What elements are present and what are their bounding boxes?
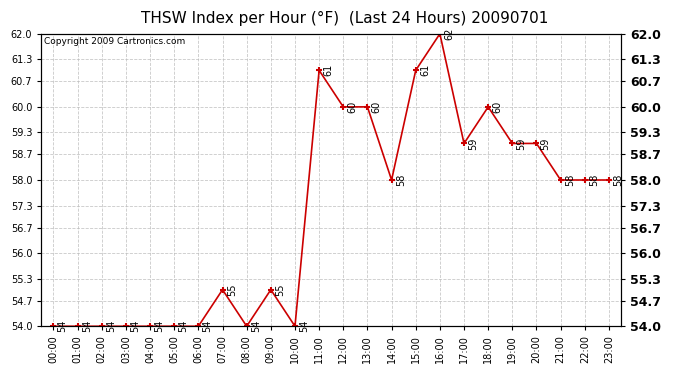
Text: 54: 54 [299,320,309,333]
Text: 61: 61 [420,64,430,76]
Text: 54: 54 [155,320,164,333]
Text: 54: 54 [58,320,68,333]
Text: 54: 54 [130,320,140,333]
Text: 55: 55 [227,284,237,296]
Text: 61: 61 [324,64,333,76]
Text: 54: 54 [251,320,261,333]
Text: 58: 58 [613,174,623,186]
Text: 54: 54 [106,320,116,333]
Text: THSW Index per Hour (°F)  (Last 24 Hours) 20090701: THSW Index per Hour (°F) (Last 24 Hours)… [141,11,549,26]
Text: 59: 59 [517,137,526,150]
Text: 59: 59 [469,137,478,150]
Text: 60: 60 [372,101,382,113]
Text: 58: 58 [396,174,406,186]
Text: 62: 62 [444,28,454,40]
Text: 59: 59 [541,137,551,150]
Text: 60: 60 [493,101,502,113]
Text: 58: 58 [565,174,575,186]
Text: 55: 55 [275,284,285,296]
Text: Copyright 2009 Cartronics.com: Copyright 2009 Cartronics.com [44,37,186,46]
Text: 54: 54 [203,320,213,333]
Text: 54: 54 [179,320,188,333]
Text: 58: 58 [589,174,599,186]
Text: 54: 54 [82,320,92,333]
Text: 60: 60 [348,101,357,113]
